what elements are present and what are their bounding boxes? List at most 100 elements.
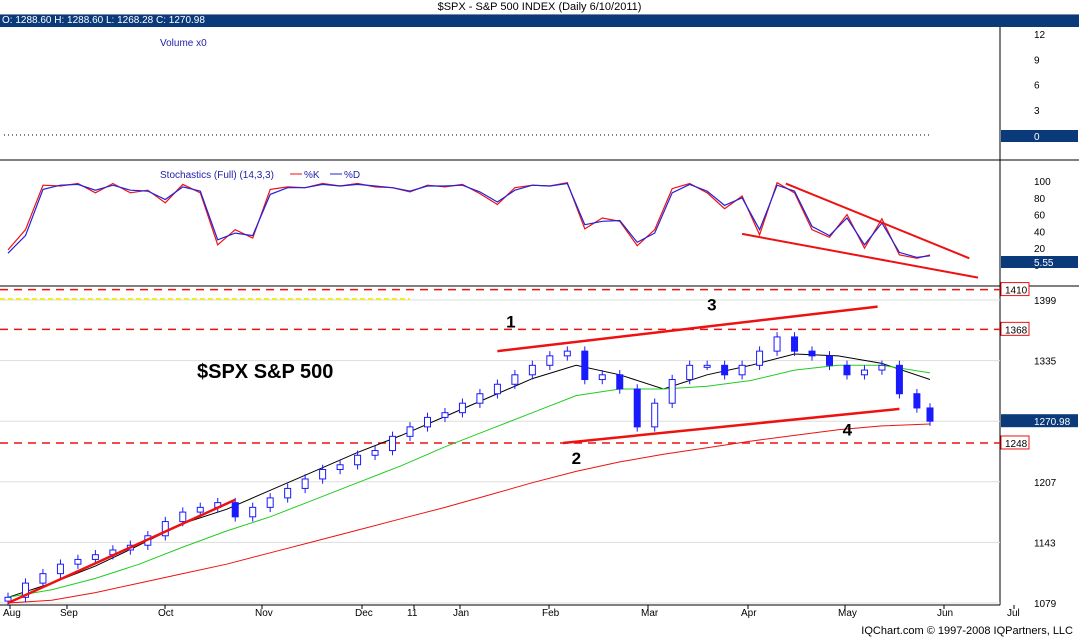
- level-label-1410: 1410: [1005, 286, 1028, 297]
- ohlc-readout: O: 1288.60 H: 1288.60 L: 1268.28 C: 1270…: [0, 15, 1079, 27]
- stoch-value-label: 5.55: [1034, 258, 1054, 269]
- candle-body: [458, 402, 466, 414]
- x-tick-label: Oct: [158, 608, 174, 619]
- level-box-1410: [1000, 282, 1030, 297]
- x-tick-label: May: [838, 608, 857, 619]
- candle-body: [21, 582, 29, 598]
- candle-body: [336, 464, 344, 470]
- chart-title: $SPX - S&P 500 INDEX (Daily 6/10/2011): [0, 0, 1079, 15]
- candle-body: [878, 364, 886, 371]
- candle-body: [284, 487, 292, 499]
- price-tick-label: 1079: [1034, 599, 1057, 610]
- level-label-1368: 1368: [1005, 325, 1028, 336]
- candle-body: [686, 364, 694, 381]
- copyright-text: IQChart.com © 1997-2008 IQPartners, LLC: [861, 625, 1073, 637]
- x-tick-label: Aug: [3, 608, 21, 619]
- candle-body: [406, 426, 414, 437]
- candle-body: [231, 502, 239, 518]
- candle-body: [563, 350, 571, 357]
- wave-label-1: 1: [506, 312, 515, 331]
- candle-body: [598, 374, 606, 381]
- candle-body: [581, 350, 589, 381]
- candle-body: [528, 364, 536, 376]
- x-tick-label: Jun: [937, 608, 953, 619]
- candle-body: [179, 511, 187, 523]
- volume-tick-label: 12: [1034, 30, 1046, 41]
- legend-k-label: %K: [304, 170, 320, 181]
- x-tick-label: Sep: [60, 608, 78, 619]
- wave-label-4: 4: [843, 420, 853, 439]
- candle-body: [301, 478, 309, 489]
- candle-body: [476, 393, 484, 404]
- x-tick-label: Dec: [355, 608, 373, 619]
- price-panel: 1399133512711207114310791410136812481234…: [0, 282, 1078, 610]
- wave-label-3: 3: [707, 295, 716, 314]
- stoch-value-box: [1001, 256, 1078, 268]
- stochastics-panel: Stochastics (Full) (14,3,3) %K %D 100 80 60 40…: [7, 170, 1078, 279]
- candle-body: [926, 407, 934, 422]
- x-tick-label: Nov: [255, 608, 273, 619]
- x-tick-label: Feb: [542, 608, 560, 619]
- x-tick-label: Apr: [741, 608, 757, 619]
- last-price-label: 1270.98: [1034, 417, 1071, 428]
- candle-body: [266, 497, 274, 508]
- candle-body: [546, 355, 554, 366]
- wave-label-2: 2: [572, 449, 581, 468]
- stoch-series-pct-d: [7, 182, 931, 259]
- candle-body: [825, 355, 833, 366]
- moving-average-ma_long: [7, 423, 931, 604]
- candle-body: [616, 374, 624, 390]
- stoch-tick-label: 60: [1034, 211, 1046, 222]
- candle-body: [441, 412, 449, 418]
- price-tick-label: 1399: [1034, 296, 1057, 307]
- last-price-box: [1001, 414, 1078, 428]
- level-box-1248: [1000, 435, 1030, 450]
- stoch-series-pct-k: [7, 181, 931, 259]
- stoch-tick-label: 100: [1034, 177, 1051, 188]
- candle-body: [493, 383, 501, 395]
- candle-body: [791, 336, 799, 352]
- stoch-tick-label: 80: [1034, 194, 1046, 205]
- volume-tick-label: 6: [1034, 81, 1040, 92]
- candle-body: [319, 468, 327, 480]
- stoch-lower-trendline: [741, 232, 979, 279]
- candle-body: [773, 336, 781, 352]
- candle-body: [703, 364, 711, 368]
- stoch-upper-trendline: [785, 182, 970, 260]
- candle-body: [423, 416, 431, 428]
- candle-body: [895, 364, 903, 395]
- volume-tick-label: 3: [1034, 106, 1040, 117]
- x-axis: Aug Sep Oct Nov Dec 11 Jan Feb Mar Apr May Jun Jul: [3, 605, 1020, 619]
- x-tick-label: Jul: [1007, 608, 1020, 619]
- volume-title: Volume x0: [160, 38, 207, 49]
- candle-body: [91, 554, 99, 560]
- volume-tick-label: 9: [1034, 55, 1040, 66]
- price-chart-title: $SPX S&P 500: [197, 361, 333, 383]
- candle-body: [633, 388, 641, 428]
- candle-body: [511, 374, 519, 385]
- x-tick-label: Jan: [453, 608, 469, 619]
- candle-body: [249, 506, 257, 518]
- price-tick-label: 1207: [1034, 478, 1057, 489]
- stoch-title: Stochastics (Full) (14,3,3): [160, 170, 274, 181]
- candle-body: [913, 393, 921, 409]
- volume-value-label: 0: [1034, 132, 1040, 143]
- candle-body: [860, 369, 868, 376]
- candle-body: [651, 402, 659, 428]
- x-tick-label: Mar: [641, 608, 659, 619]
- moving-average-ma_mid: [7, 364, 931, 598]
- price-trendline-2: [497, 305, 878, 353]
- candle-body: [74, 558, 82, 565]
- candle-body: [354, 454, 362, 466]
- price-tick-label: 1335: [1034, 357, 1057, 368]
- candle-body: [161, 521, 169, 537]
- candle-body: [389, 435, 397, 452]
- x-tick-label: 11: [407, 608, 418, 619]
- moving-average-ma_short: [7, 353, 931, 598]
- candle-body: [4, 596, 12, 602]
- candle-body: [196, 506, 204, 513]
- candle-body: [668, 379, 676, 404]
- stoch-tick-label: 40: [1034, 227, 1046, 238]
